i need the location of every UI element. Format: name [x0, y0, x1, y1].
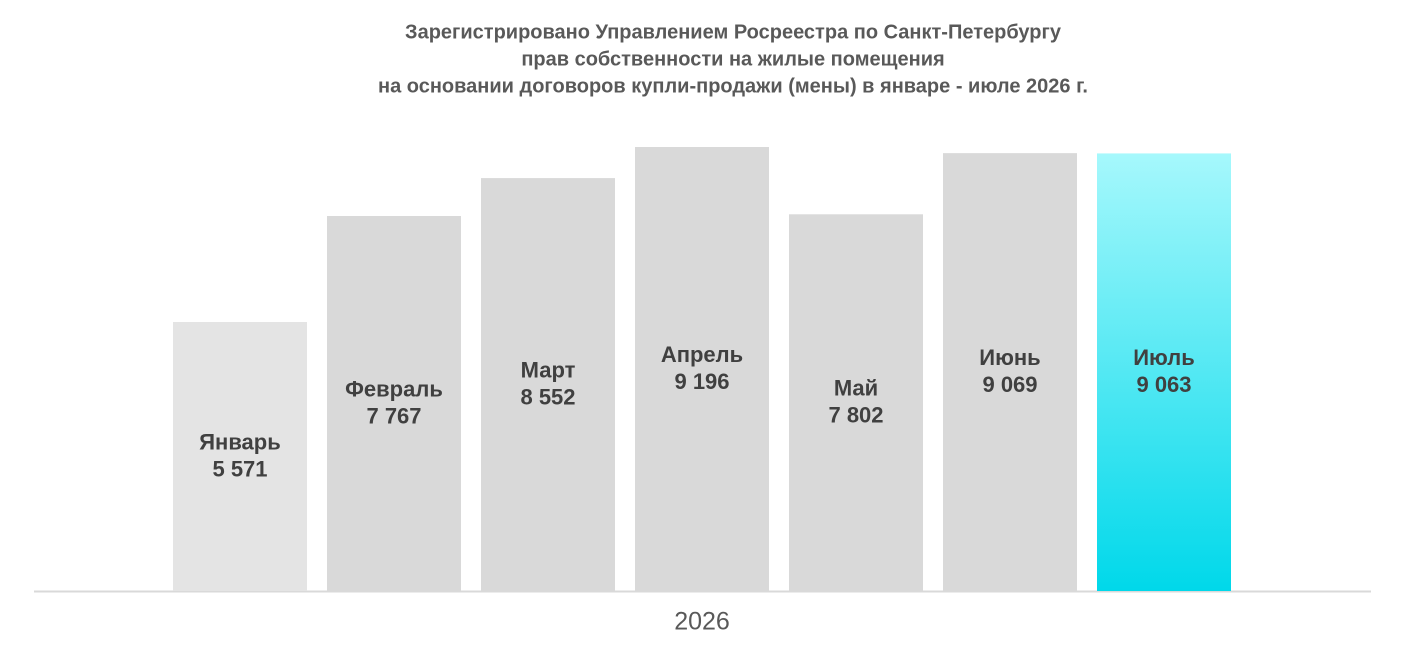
- bar-value-label: 7 767: [366, 403, 421, 428]
- title-line: на основании договоров купли-продажи (ме…: [378, 75, 1088, 97]
- bar-category-label: Март: [521, 357, 576, 382]
- bar-value-label: 7 802: [828, 402, 883, 427]
- x-axis-title: 2026: [674, 608, 730, 636]
- title-line: прав собственности на жилые помещения: [521, 48, 944, 70]
- bar-category-label: Февраль: [345, 376, 443, 401]
- bar-value-label: 9 063: [1136, 372, 1191, 397]
- bar-value-label: 9 069: [982, 372, 1037, 397]
- bar-category-label: Июль: [1133, 345, 1195, 370]
- bar-category-label: Июнь: [979, 345, 1040, 370]
- bar-category-label: Апрель: [661, 342, 743, 367]
- bar: [635, 147, 769, 591]
- bar-category-label: Январь: [199, 429, 281, 454]
- bar-value-label: 5 571: [212, 456, 267, 481]
- bar: [481, 178, 615, 592]
- bar: [173, 322, 307, 591]
- bar-value-label: 8 552: [520, 384, 575, 409]
- bar: [1097, 153, 1231, 591]
- bar-value-label: 9 196: [674, 369, 729, 394]
- bar: [327, 215, 461, 591]
- chart-title: Зарегистрировано Управлением Росреестра …: [378, 21, 1088, 97]
- bar: [789, 214, 923, 591]
- bar-category-label: Май: [834, 375, 878, 400]
- title-line: Зарегистрировано Управлением Росреестра …: [405, 21, 1062, 43]
- bar: [943, 153, 1077, 592]
